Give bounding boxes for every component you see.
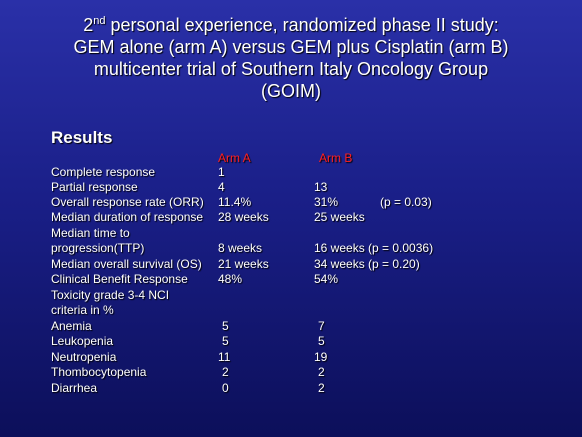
row-arm-b-value: 34 weeks (p = 0.20) — [314, 257, 420, 271]
slide-title: 2nd personal experience, randomized phas… — [20, 10, 562, 102]
row-label: Median time to — [51, 226, 130, 240]
row-arm-a-value: 5 — [222, 319, 229, 333]
row-p-value-note: (p = 0.03) — [380, 195, 432, 209]
title-line-1-text: personal experience, randomized phase II… — [105, 15, 499, 35]
row-label: Leukopenia — [51, 334, 114, 348]
row-arm-b-value: 16 weeks (p = 0.0036) — [314, 241, 434, 255]
row-arm-b-value: 2 — [318, 365, 325, 379]
row-label: Overall response rate (ORR) — [51, 195, 204, 209]
row-arm-a-value: 28 weeks — [218, 210, 269, 224]
title-line-2: GEM alone (arm A) versus GEM plus Cispla… — [73, 37, 509, 57]
row-arm-a-value: 21 weeks — [218, 257, 269, 271]
row-arm-a-value: 11.4% — [218, 195, 252, 209]
row-arm-b-value: 2 — [318, 381, 325, 395]
row-label: Diarrhea — [51, 381, 98, 395]
row-label: Toxicity grade 3-4 NCI — [51, 288, 170, 302]
row-arm-a-value: 4 — [218, 180, 225, 194]
title-line-3: multicenter trial of Southern Italy Onco… — [93, 59, 489, 79]
row-label: Partial response — [51, 180, 138, 194]
title-line-4: (GOIM) — [261, 81, 321, 101]
row-label: Clinical Benefit Response — [51, 272, 188, 286]
row-arm-a-value: 1 — [218, 165, 225, 179]
title-ordinal-suffix: nd — [93, 15, 106, 27]
row-label: progression(TTP) — [51, 241, 145, 255]
row-arm-a-value: 48% — [218, 272, 243, 286]
row-label: Thombocytopenia — [51, 365, 147, 379]
row-label: Median overall survival (OS) — [51, 257, 202, 271]
row-label: Complete response — [51, 165, 156, 179]
title-ordinal-number: 2 — [83, 15, 94, 35]
arm-b-header: Arm B — [319, 151, 353, 165]
row-arm-b-value: 5 — [318, 334, 325, 348]
row-arm-b-value: 7 — [318, 319, 325, 333]
row-arm-a-value: 8 weeks — [218, 241, 263, 255]
row-arm-b-value: 25 weeks — [314, 210, 365, 224]
title-line-1: 2nd personal experience, randomized phas… — [20, 10, 562, 36]
row-label: Median duration of response — [51, 210, 204, 224]
arm-a-header: Arm A — [218, 151, 251, 165]
row-arm-a-value: 0 — [222, 381, 229, 395]
row-arm-b-value: 54% — [314, 272, 339, 286]
row-arm-b-value: 19 — [314, 350, 328, 364]
results-heading: Results — [51, 128, 113, 147]
row-arm-b-value: 13 — [314, 180, 328, 194]
row-arm-a-value: 11 — [218, 350, 231, 364]
row-arm-a-value: 2 — [222, 365, 229, 379]
row-label: criteria in % — [51, 303, 114, 317]
row-arm-a-value: 5 — [222, 334, 229, 348]
row-label: Anemia — [51, 319, 92, 333]
row-arm-b-value: 31% — [314, 195, 339, 209]
row-label: Neutropenia — [51, 350, 117, 364]
